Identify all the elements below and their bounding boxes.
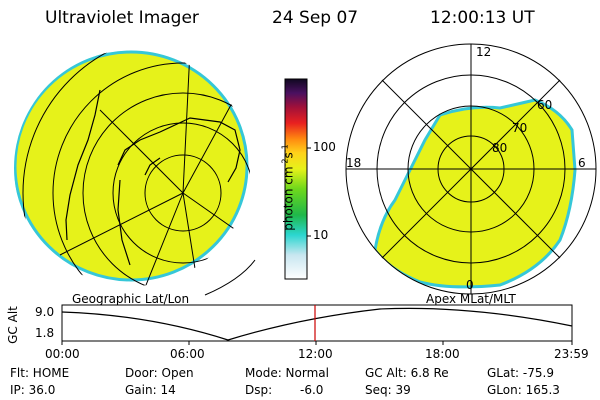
mlt-label-0: 0 (466, 278, 474, 292)
altitude-ylabel: GC Alt (5, 306, 20, 344)
mlat-label-70: 70 (512, 121, 528, 135)
latitude-circles (14, 50, 250, 286)
colorbar-unit-label: photon cm-2s-1 (280, 144, 296, 231)
time-tick-0600: 06:00 (170, 347, 205, 361)
status-gain: Gain: 14 (125, 383, 176, 397)
auroral-image-right (373, 98, 577, 289)
altitude-ytick-low: 1.8 (35, 326, 55, 340)
status-dsp-value: -6.0 (300, 383, 324, 397)
image-date: 24 Sep 07 (272, 8, 359, 28)
polar-grid (345, 43, 597, 295)
altitude-ytick-high: 9.0 (35, 305, 55, 319)
left-projection-label: Geographic Lat/Lon (72, 292, 190, 306)
color-bar (284, 78, 311, 280)
altitude-plot (61, 304, 573, 345)
time-tick-2359: 23:59 (554, 347, 589, 361)
polar-image (345, 43, 597, 295)
mlt-label-6: 6 (578, 156, 586, 170)
colorbar-tick-10: 10 (313, 228, 329, 242)
status-seq: Seq: 39 (365, 383, 411, 397)
altitude-curve (61, 307, 573, 341)
status-mode: Mode: Normal (245, 366, 329, 380)
mlt-label-12: 12 (476, 45, 492, 59)
status-glon: GLon: 165.3 (487, 383, 560, 397)
auroral-image-left (14, 50, 249, 282)
status-gc-alt: GC Alt: 6.8 Re (365, 366, 449, 380)
time-tick-1200: 12:00 (298, 347, 333, 361)
coastline (65, 89, 241, 266)
mlt-label-18: 18 (346, 156, 362, 170)
status-dsp: Dsp: (245, 383, 273, 397)
time-tick-1800: 18:00 (425, 347, 460, 361)
status-ip: IP: 36.0 (10, 383, 56, 397)
mlat-label-60: 60 (537, 98, 553, 112)
right-projection-label: Apex MLat/MLT (426, 292, 516, 306)
mlat-label-80: 80 (492, 141, 508, 155)
status-glat: GLat: -75.9 (487, 366, 554, 380)
time-tick-0000: 00:00 (45, 347, 80, 361)
image-time: 12:00:13 UT (430, 8, 535, 28)
status-flt: Flt: HOME (10, 366, 70, 380)
colorbar-tick-100: 100 (313, 140, 336, 154)
instrument-title: Ultraviolet Imager (45, 8, 199, 28)
geographic-image (14, 50, 250, 286)
status-door: Door: Open (125, 366, 194, 380)
